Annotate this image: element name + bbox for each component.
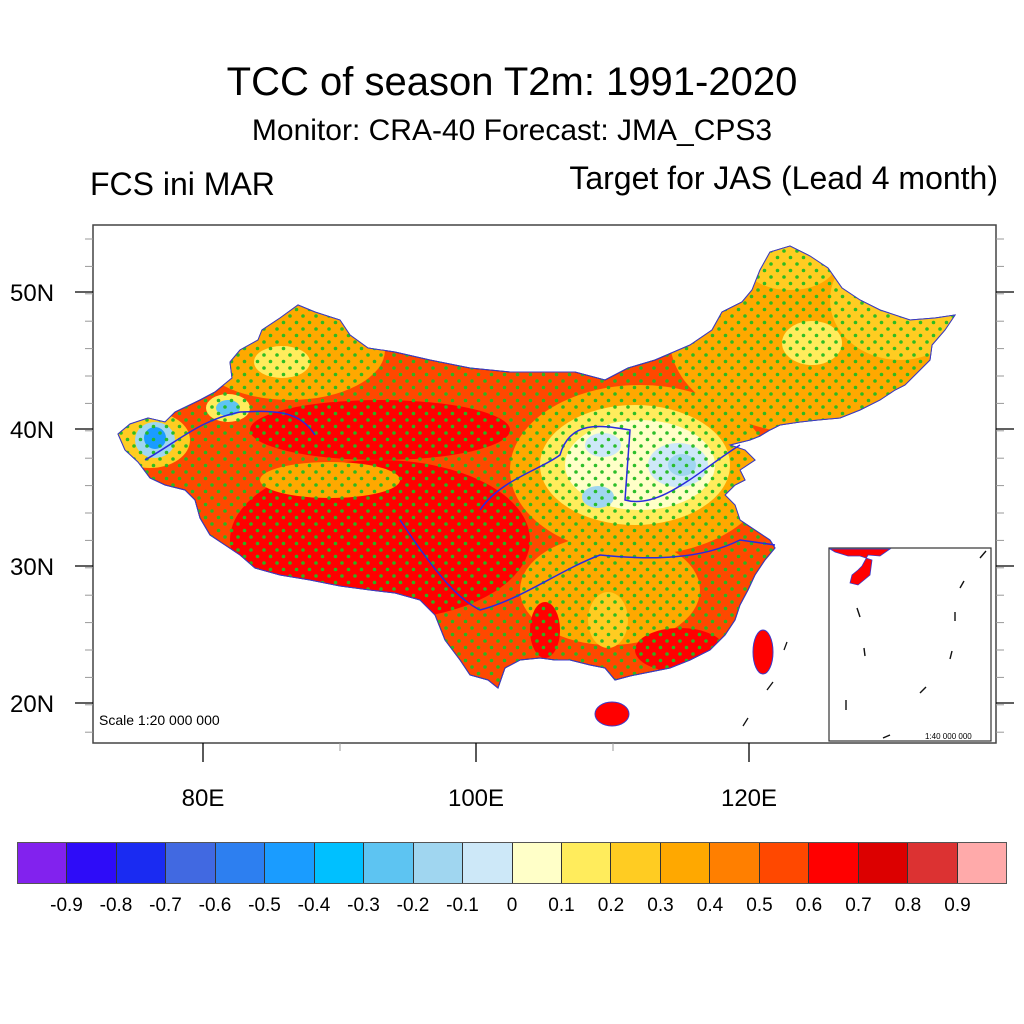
lat-tick-label: 30N <box>10 554 54 581</box>
china-map <box>117 245 957 727</box>
colorbar-tick-label: -0.5 <box>248 895 281 916</box>
colorbar-tick-label: 0.3 <box>647 895 674 916</box>
yangtze-river <box>399 519 776 611</box>
colorbar-box <box>710 843 760 883</box>
target-label: Target for JAS (Lead 4 month) <box>569 160 998 196</box>
colorbar-box <box>908 843 958 883</box>
colorbar-tick-label: 0.4 <box>696 895 724 916</box>
colorbar-tick-label: -0.8 <box>99 895 133 916</box>
main-dash-lines <box>742 641 788 727</box>
colorbar-tick-label: -0.2 <box>396 895 430 916</box>
colorbar-box <box>166 843 216 883</box>
colorbar-box <box>957 843 1007 883</box>
colorbar-box <box>512 843 562 883</box>
nine-dash-line <box>845 550 987 739</box>
lat-tick-label: 40N <box>10 417 54 444</box>
inset-coast <box>828 548 892 586</box>
colorbar-box <box>759 843 810 883</box>
colorbar-box <box>314 843 365 883</box>
colorbar-tick-label: 0 <box>506 895 518 916</box>
lon-tick-label: 80E <box>182 785 225 812</box>
inset-scale-label: 1:40 000 000 <box>925 732 972 741</box>
latitude-axis: 50N 40N 30N 20N <box>10 238 1014 733</box>
hainan-island <box>594 701 630 727</box>
taiwan-island <box>752 629 774 675</box>
colorbar-box <box>463 843 513 883</box>
colorbar-tick-label: 0.7 <box>845 895 872 916</box>
colorbar-box <box>660 843 711 883</box>
colorbar-box <box>67 843 117 883</box>
main-title: TCC of season T2m: 1991-2020 <box>226 60 798 104</box>
colorbar-tick-label: 0.8 <box>894 895 922 916</box>
colorbar-box <box>18 843 68 883</box>
colorbar-tick-label: -0.4 <box>297 895 331 916</box>
significance-stipple <box>118 246 955 688</box>
colorbar-box <box>215 843 266 883</box>
colorbar-tick-label: -0.9 <box>50 895 83 916</box>
colorbar-tick-label: -0.1 <box>446 895 479 916</box>
scale-label: Scale 1:20 000 000 <box>99 712 220 728</box>
yellow-river <box>479 425 741 511</box>
colorbar-tick-label: 0.1 <box>548 895 575 916</box>
colorbar-tick-label: 0.5 <box>746 895 773 916</box>
colorbar-box <box>858 843 909 883</box>
sub-title: Monitor: CRA-40 Forecast: JMA_CPS3 <box>251 114 773 147</box>
colorbar-box <box>809 843 859 883</box>
colorbar-tick-label: -0.7 <box>149 895 182 916</box>
colorbar-box <box>265 843 315 883</box>
colorbar-box <box>413 843 464 883</box>
init-month-label: FCS ini MAR <box>90 166 275 202</box>
lon-tick-label: 100E <box>448 785 504 812</box>
colorbar-box <box>364 843 414 883</box>
colorbar-tick-label: 0.2 <box>597 895 625 916</box>
colorbar-tick-label: -0.3 <box>347 895 380 916</box>
colorbar-tick-label: 0.6 <box>795 895 823 916</box>
colorbar-box <box>561 843 612 883</box>
colorbar-tick-label: -0.6 <box>198 895 232 916</box>
colorbar-box <box>611 843 661 883</box>
longitude-axis: 80E 100E 120E <box>182 743 777 812</box>
colorbar-box <box>116 843 167 883</box>
lon-tick-label: 120E <box>721 785 777 812</box>
lat-tick-label: 50N <box>10 280 54 307</box>
colorbar-tick-label: 0.9 <box>944 895 971 916</box>
china-border <box>117 245 957 689</box>
lat-tick-label: 20N <box>10 691 54 718</box>
south-china-sea-inset: 1:40 000 000 <box>828 547 992 742</box>
colorbar <box>17 842 1007 884</box>
tarim-river <box>144 410 316 461</box>
